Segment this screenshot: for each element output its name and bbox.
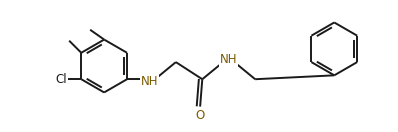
Text: NH: NH	[220, 53, 238, 66]
Text: NH: NH	[140, 75, 158, 88]
Text: Cl: Cl	[56, 73, 67, 86]
Text: O: O	[195, 109, 205, 122]
